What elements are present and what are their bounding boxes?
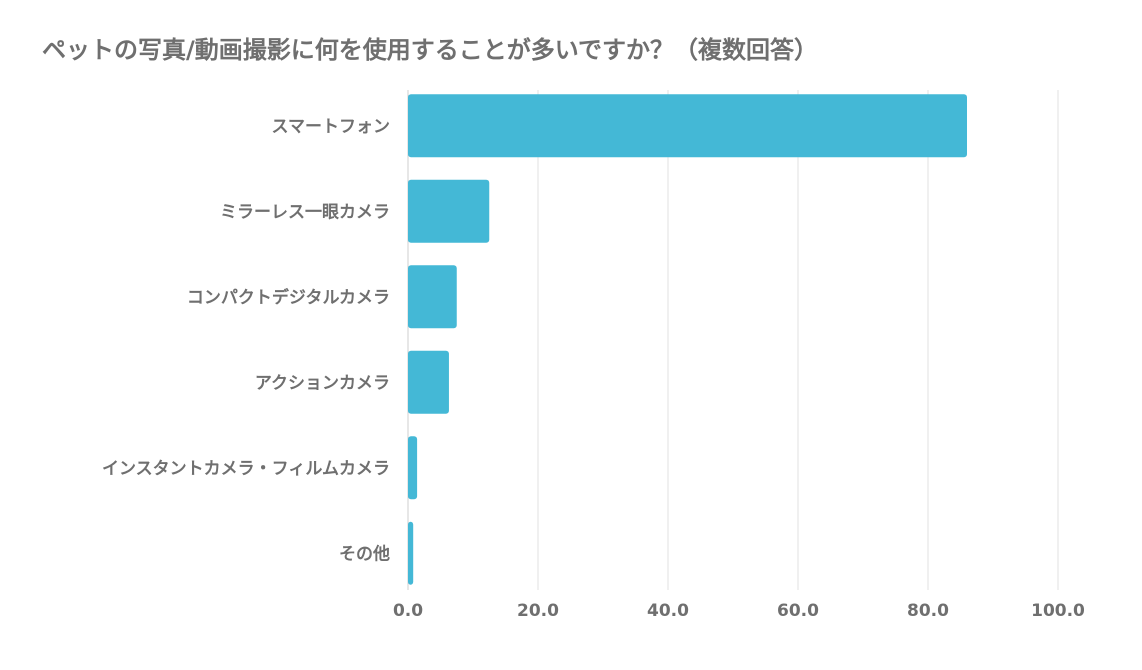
- category-label: コンパクトデジタルカメラ: [187, 287, 390, 308]
- x-tick-label: 100.0: [1031, 601, 1085, 621]
- bar-3: [408, 350, 449, 414]
- bar-5: [408, 521, 414, 585]
- bar-layer: [408, 94, 967, 585]
- x-tick-label: 40.0: [647, 601, 689, 621]
- category-label: スマートフォン: [272, 117, 391, 137]
- x-tick-label: 20.0: [517, 601, 559, 621]
- grid-layer: [407, 90, 1059, 590]
- bar-1: [408, 179, 490, 243]
- tick-label-layer: 0.0 20.0 40.0 60.0 80.0 100.0: [393, 601, 1085, 621]
- category-label: インスタントカメラ・フィルムカメラ: [102, 459, 390, 479]
- category-label: アクションカメラ: [255, 373, 390, 393]
- bar-2: [408, 265, 457, 329]
- bar-4: [408, 436, 418, 500]
- category-label: その他: [339, 543, 390, 564]
- category-label: ミラーレス一眼カメラ: [220, 202, 390, 222]
- x-tick-label: 80.0: [907, 601, 949, 621]
- x-tick-label: 0.0: [393, 601, 423, 621]
- chart-title: ペットの写真/動画撮影に何を使用することが多いですか？（複数回答）: [42, 36, 818, 64]
- category-label-layer: スマートフォンミラーレス一眼カメラコンパクトデジタルカメラアクションカメラインス…: [102, 117, 390, 565]
- x-tick-label: 60.0: [777, 601, 819, 621]
- bar-0: [408, 94, 967, 158]
